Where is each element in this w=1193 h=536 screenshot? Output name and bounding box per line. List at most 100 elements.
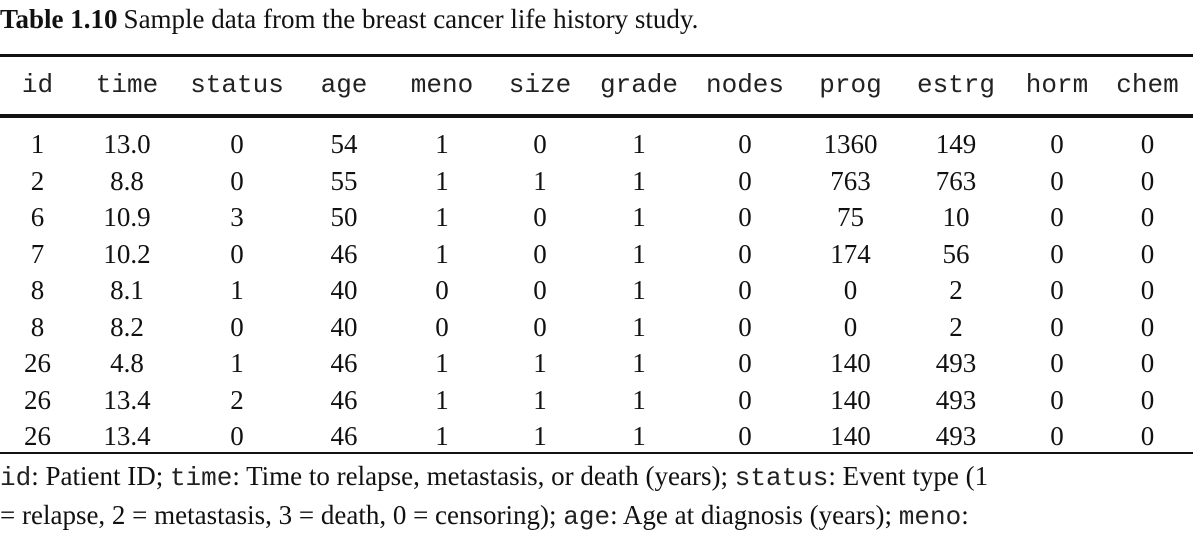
table-cell-age: 55 — [330, 165, 358, 196]
table-cell-estrg: 493 — [935, 348, 977, 378]
table-cell-horm: 0 — [1050, 421, 1064, 451]
table-row: 1 13.0 0 54 1 0 1 0 1360 149 0 0 — [0, 126, 1193, 163]
table-cell-status: 0 — [230, 238, 244, 269]
table-cell-time: 8.8 — [110, 165, 144, 196]
table-cell-estrg: 493 — [935, 421, 977, 451]
footnote-text: : — [961, 500, 969, 530]
footnote-line-1: id: Patient ID; time: Time to relapse, m… — [0, 458, 1193, 497]
table-cell-age: 40 — [330, 311, 358, 342]
table-cell-horm: 0 — [1050, 202, 1064, 232]
table-cell-meno: 0 — [435, 275, 449, 305]
table-cell-horm: 0 — [1050, 275, 1064, 305]
column-header-horm: horm — [1025, 70, 1089, 100]
footnote-text: : Age at diagnosis (years); — [610, 500, 899, 530]
bottom-rule — [0, 452, 1193, 454]
table-cell-status: 0 — [230, 129, 244, 159]
table-cell-chem: 0 — [1140, 202, 1155, 232]
table-cell-time: 8.1 — [110, 275, 144, 305]
table-cell-nodes: 0 — [738, 129, 752, 159]
table-cell-estrg: 763 — [935, 165, 977, 196]
table-cell-prog: 140 — [830, 348, 871, 378]
table-cell-nodes: 0 — [738, 311, 752, 342]
table-row: 2 8.8 0 55 1 1 1 0 763 763 0 0 — [0, 163, 1193, 200]
table-cell-size: 1 — [533, 165, 547, 196]
table-cell-grade: 1 — [632, 421, 646, 451]
table-cell-prog: 1360 — [823, 129, 878, 159]
table-cell-grade: 1 — [632, 165, 646, 196]
table-row: 8 8.1 1 40 0 0 1 0 0 2 0 0 — [0, 272, 1193, 309]
table-cell-nodes: 0 — [738, 202, 752, 232]
table-cell-id: 1 — [30, 129, 45, 159]
header-rule — [0, 114, 1193, 118]
table-row: 7 10.2 0 46 1 0 1 0 174 56 0 0 — [0, 236, 1193, 273]
table-cell-time: 10.9 — [103, 202, 151, 232]
table-cell-nodes: 0 — [738, 421, 752, 451]
footnote-variable-name: meno — [898, 502, 962, 532]
table-cell-size: 0 — [533, 238, 547, 269]
table-cell-time: 8.2 — [110, 311, 144, 342]
table-cell-horm: 0 — [1050, 311, 1064, 342]
table-cell-time: 13.4 — [103, 384, 151, 415]
table-cell-prog: 0 — [843, 275, 858, 305]
table-header: id time status age meno size grade nodes prog est… — [0, 62, 1193, 108]
table-cell-chem: 0 — [1140, 311, 1155, 342]
table-cell-prog: 140 — [830, 384, 871, 415]
table-cell-prog: 174 — [830, 238, 871, 269]
table-cell-id: 7 — [30, 238, 45, 269]
column-header-estrg: estrg — [916, 70, 995, 100]
table-cell-estrg: 2 — [949, 275, 963, 305]
footnote-line-2: = relapse, 2 = metastasis, 3 = death, 0 … — [0, 497, 1193, 536]
table-cell-size: 0 — [533, 275, 547, 305]
table-cell-horm: 0 — [1050, 384, 1064, 415]
table-cell-status: 1 — [230, 275, 244, 305]
table-cell-nodes: 0 — [738, 384, 752, 415]
table-cell-age: 50 — [330, 202, 358, 232]
table-cell-time: 10.2 — [103, 238, 151, 269]
table-cell-grade: 1 — [632, 202, 646, 232]
table-cell-nodes: 0 — [738, 238, 752, 269]
table-cell-age: 46 — [330, 384, 358, 415]
table-cell-chem: 0 — [1140, 238, 1155, 269]
table-cell-estrg: 10 — [942, 202, 970, 232]
table-cell-meno: 1 — [435, 421, 449, 451]
table-row: 26 13.4 0 46 1 1 1 0 140 493 0 0 — [0, 418, 1193, 455]
table-cell-time: 4.8 — [110, 348, 144, 378]
table-cell-size: 0 — [533, 311, 547, 342]
table-cell-status: 0 — [230, 311, 244, 342]
footnote-text: = relapse, 2 = metastasis, 3 = death, 0 … — [0, 500, 564, 530]
table-cell-grade: 1 — [632, 348, 646, 378]
table-cell-age: 46 — [330, 348, 358, 378]
table-cell-meno: 1 — [435, 165, 449, 196]
table-cell-size: 1 — [533, 421, 547, 451]
table-cell-chem: 0 — [1140, 165, 1155, 196]
table-cell-age: 46 — [330, 421, 358, 451]
column-header-prog: prog — [819, 70, 882, 100]
table-caption-text: Sample data from the breast cancer life … — [123, 4, 699, 34]
table-caption: Table 1.10 Sample data from the breast ca… — [0, 2, 1193, 36]
table-cell-chem: 0 — [1140, 421, 1155, 451]
table-cell-status: 0 — [230, 421, 244, 451]
table-cell-time: 13.0 — [103, 129, 151, 159]
table-cell-meno: 1 — [435, 238, 449, 269]
table-cell-time: 13.4 — [103, 421, 151, 451]
column-header-grade: grade — [599, 70, 678, 100]
table-cell-age: 54 — [330, 129, 358, 159]
header-row: id time status age meno size grade nodes prog est… — [0, 62, 1193, 108]
table-cell-estrg: 493 — [935, 384, 977, 415]
table-cell-size: 0 — [533, 129, 547, 159]
table-cell-horm: 0 — [1050, 238, 1064, 269]
footnote-variable-name: id — [0, 463, 32, 493]
footnote-text: : Patient ID; — [31, 461, 170, 491]
table-cell-prog: 140 — [830, 421, 871, 451]
table-cell-nodes: 0 — [738, 275, 752, 305]
table-cell-chem: 0 — [1140, 384, 1155, 415]
table-row: 6 10.9 3 50 1 0 1 0 75 10 0 0 — [0, 199, 1193, 236]
column-header-size: size — [508, 70, 572, 100]
table-cell-status: 2 — [230, 384, 244, 415]
table-cell-chem: 0 — [1140, 348, 1155, 378]
table-cell-prog: 0 — [843, 311, 858, 342]
table-cell-meno: 1 — [435, 348, 449, 378]
top-rule — [0, 54, 1193, 57]
table-cell-status: 1 — [230, 348, 244, 378]
footnote-variable-name: age — [563, 502, 611, 532]
